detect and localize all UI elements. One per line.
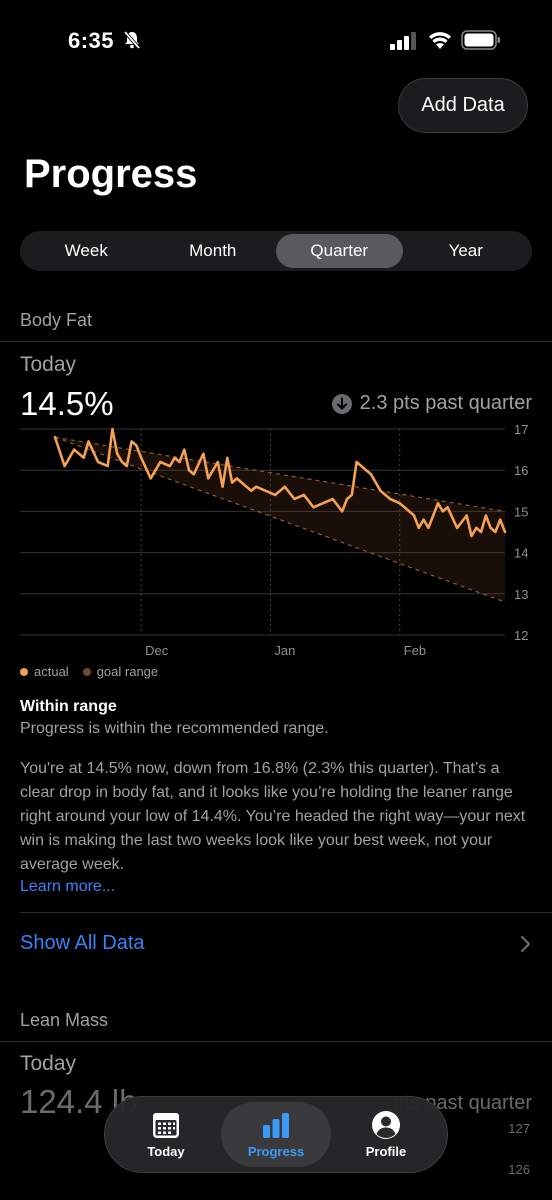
tab-profile-label: Profile bbox=[365, 1144, 407, 1159]
y-tick-label: 17 bbox=[514, 422, 528, 437]
y-tick-label: 14 bbox=[514, 546, 528, 561]
y-tick-label: 15 bbox=[514, 504, 528, 519]
chevron-right-icon bbox=[520, 935, 531, 953]
show-all-data-link[interactable]: Show All Data bbox=[20, 932, 145, 954]
body-fat-today-label: Today bbox=[20, 353, 77, 376]
tab-profile[interactable]: Profile bbox=[331, 1102, 441, 1167]
body-fat-delta-text: 2.3 pts past quarter bbox=[359, 392, 532, 414]
lean-mass-today-label: Today bbox=[20, 1052, 77, 1075]
tab-bar: Today Progress Profile bbox=[104, 1096, 448, 1173]
lean-mass-y-tick: 127 bbox=[508, 1121, 530, 1136]
y-tick-label: 16 bbox=[514, 463, 528, 478]
show-all-divider bbox=[20, 912, 552, 913]
arrow-down-circle-icon bbox=[331, 393, 352, 414]
page-title: Progress bbox=[24, 152, 198, 196]
body-fat-section-label: Body Fat bbox=[20, 310, 93, 330]
cellular-signal-icon bbox=[390, 32, 416, 50]
segment-month[interactable]: Month bbox=[189, 241, 237, 260]
legend-goal-dot bbox=[82, 667, 91, 676]
wifi-icon bbox=[429, 32, 451, 49]
bell-slash-icon bbox=[123, 30, 141, 50]
period-segmented-control: Week Month Quarter Year bbox=[20, 231, 532, 271]
person-circle-icon bbox=[372, 1111, 400, 1139]
learn-more-link[interactable]: Learn more... bbox=[20, 878, 116, 895]
status-bar: 6:35 bbox=[0, 0, 552, 80]
body-fat-value: 14.5% bbox=[20, 385, 114, 422]
x-tick-label: Dec bbox=[145, 643, 169, 658]
tab-today-label: Today bbox=[147, 1144, 185, 1159]
segment-quarter[interactable]: Quarter bbox=[276, 234, 403, 268]
chart-legend: actual goal range bbox=[20, 664, 158, 679]
battery-icon bbox=[461, 30, 500, 50]
range-status-subtitle: Progress is within the recommended range… bbox=[20, 720, 329, 737]
x-tick-label: Jan bbox=[274, 643, 295, 658]
y-tick-label: 13 bbox=[514, 587, 528, 602]
body-fat-chart[interactable]: 17 16 15 14 13 12 Dec Jan Feb bbox=[0, 420, 552, 660]
legend-goal-label: goal range bbox=[96, 664, 159, 679]
y-tick-label: 12 bbox=[514, 628, 528, 643]
tab-today[interactable]: Today bbox=[111, 1102, 221, 1167]
section-divider bbox=[0, 1041, 552, 1042]
actual-series-line bbox=[53, 427, 507, 538]
segment-year[interactable]: Year bbox=[448, 241, 483, 260]
lean-mass-section-label: Lean Mass bbox=[20, 1010, 109, 1030]
legend-actual: actual bbox=[20, 664, 69, 679]
segment-week[interactable]: Week bbox=[64, 241, 108, 260]
tab-progress[interactable]: Progress bbox=[221, 1102, 331, 1167]
range-status-title: Within range bbox=[20, 698, 117, 715]
body-fat-delta: 2.3 pts past quarter bbox=[331, 392, 532, 415]
tab-progress-label: Progress bbox=[247, 1144, 305, 1159]
add-data-button[interactable]: Add Data bbox=[398, 78, 528, 133]
status-time: 6:35 bbox=[68, 28, 115, 53]
bar-chart-icon bbox=[263, 1113, 289, 1138]
section-divider bbox=[0, 341, 552, 342]
calendar-icon bbox=[153, 1113, 179, 1138]
x-tick-label: Feb bbox=[404, 643, 426, 658]
lean-mass-y-tick: 126 bbox=[508, 1162, 530, 1177]
legend-goal: goal range bbox=[82, 664, 159, 679]
legend-actual-label: actual bbox=[34, 664, 69, 679]
legend-actual-dot bbox=[20, 667, 28, 676]
body-fat-summary: You're at 14.5% now, down from 16.8% (2.… bbox=[20, 760, 526, 873]
